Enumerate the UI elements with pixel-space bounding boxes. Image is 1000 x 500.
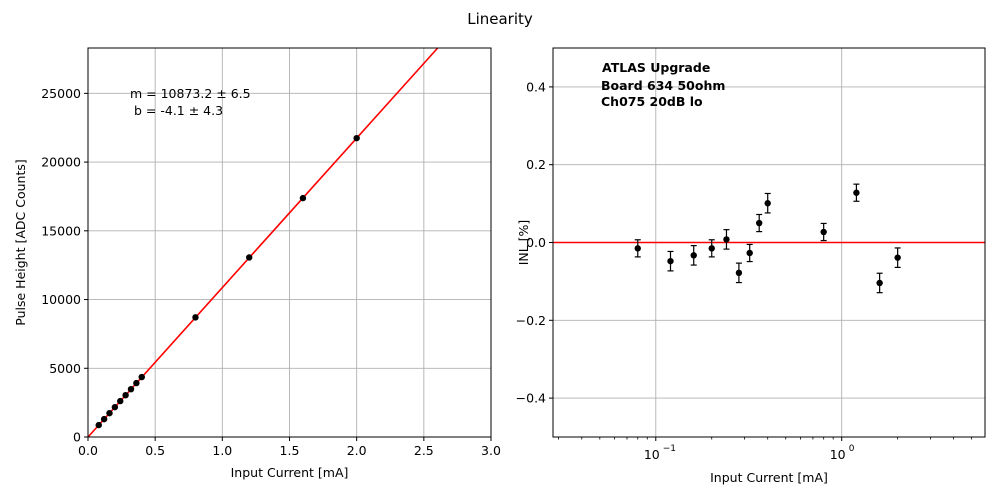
right-data-point [708,245,715,252]
right-data-point [690,252,697,259]
right-data-point [735,269,743,277]
right-x-tick-label: 10 [830,447,846,462]
right-data-point [667,257,674,265]
left-data-points [95,134,360,429]
left-y-axis-label: Pulse Height [ADC Counts] [13,159,28,325]
right-data-point [853,189,860,196]
right-x-tick-exponent: −1 [663,444,676,454]
left-data-point [95,421,102,429]
right-data-point [746,249,753,257]
left-data-point [192,314,199,321]
left-x-tick-label: 0.5 [145,443,165,458]
left-y-tick-label: 25000 [41,86,81,101]
left-data-point [111,403,119,411]
left-y-tick-label: 10000 [41,292,81,307]
right-y-tick-label: 0.4 [526,79,546,94]
left-y-tick-label: 0 [73,430,81,445]
right-y-ticks: −0.4 −0.2 0.0 0.2 0.4 [516,79,553,406]
fit-line [87,47,439,438]
right-y-tick-label: −0.2 [516,313,546,328]
inl-chart: 10 −1 10 0 −0.4−0.20.00.20.4 Input Current … [516,47,986,485]
right-y-tick-label: 0.0 [526,235,546,250]
right-data-point [723,236,730,243]
left-x-tick-label: 1.5 [280,443,300,458]
right-x-ticks: 10 −1 10 0 [558,437,973,462]
left-data-point [353,134,360,142]
left-data-point [127,385,135,393]
left-x-tick-label: 3.0 [481,443,501,458]
right-y-tick-label: 0.2 [526,157,546,172]
left-data-point [122,391,129,399]
left-y-tick-label: 20000 [41,155,81,170]
right-data-point [876,279,883,287]
left-data-point [100,415,108,423]
left-x-axis-label: Input Current [mA] [231,465,349,480]
board-annotation-line-3: Ch075 20dB lo [601,94,703,109]
right-x-tick-exponent: 0 [849,444,855,454]
right-data-point [764,200,771,207]
fit-slope-annotation: m = 10873.2 ± 6.5 [130,86,251,101]
left-x-tick-label: 2.0 [347,443,367,458]
left-x-tick-label: 1.0 [212,443,232,458]
board-annotation-line-2: Board 634 50ohm [601,78,725,93]
left-data-point [138,373,145,381]
right-x-axis-label: Input Current [mA] [710,470,828,485]
board-annotation-line-1: ATLAS Upgrade [602,60,710,75]
fit-intercept-annotation: b = -4.1 ± 4.3 [134,103,223,118]
left-x-ticks: 0.0 0.5 1.0 1.5 2.0 2.5 3.0 [78,437,501,458]
left-data-point [246,254,253,261]
left-x-tick-label: 0.0 [78,443,98,458]
right-data-point [820,228,827,236]
right-data-points [634,183,901,294]
left-data-point [117,397,124,405]
left-x-tick-label: 2.5 [414,443,434,458]
left-y-tick-label: 5000 [49,361,81,376]
right-y-axis-label: INL [%] [516,220,531,266]
figure-title: Linearity [467,10,533,28]
right-data-point [756,219,763,227]
left-data-point [133,379,140,387]
right-x-tick-label: 10 [644,447,660,462]
left-data-point [106,409,113,417]
left-y-tick-label: 15000 [41,223,81,238]
right-data-point [894,254,901,261]
right-data-point [634,245,641,252]
left-grid [87,48,492,438]
left-y-ticks: 0 5000 10000 15000 20000 25000 [41,86,88,445]
pulse-height-chart: 0.0 0.5 1.0 1.5 2.0 2.5 3.0 0 5000 10000 15000 200… [13,47,501,480]
left-data-point [299,194,307,202]
right-y-tick-label: −0.4 [516,391,546,406]
